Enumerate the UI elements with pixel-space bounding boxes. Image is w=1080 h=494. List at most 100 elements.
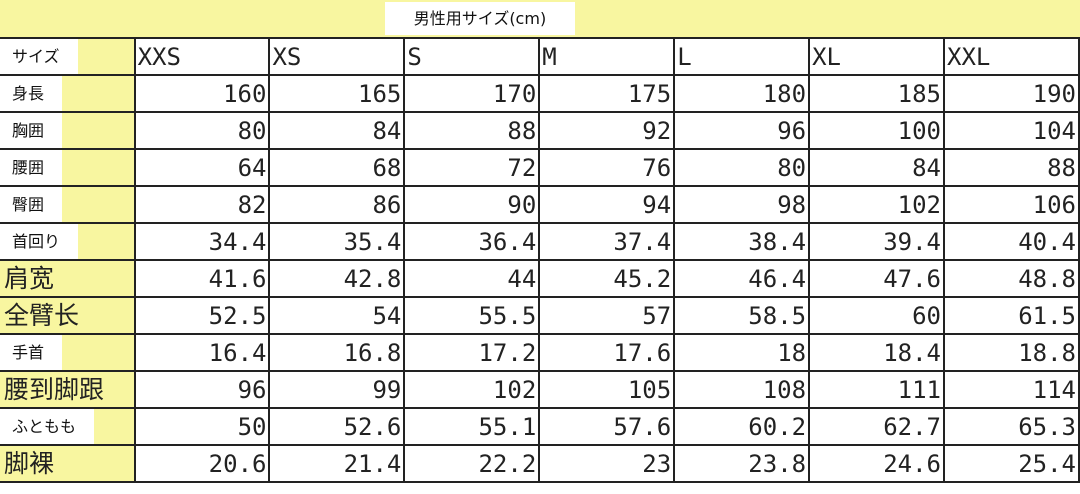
row-label: 胸囲	[0, 114, 63, 147]
value-cell: 64	[133, 148, 271, 187]
table-row: 腰到脚跟 96 99 102 105 108 111 114	[0, 370, 1080, 409]
value-cell: 104	[943, 111, 1080, 150]
row-label-cell: 腰到脚跟	[0, 370, 136, 409]
value-cell: 16.8	[268, 333, 406, 372]
value-cell: 99	[268, 370, 406, 409]
value-cell: 24.6	[808, 444, 945, 483]
table-row: 全臂长 52.5 54 55.5 57 58.5 60 61.5	[0, 296, 1080, 335]
table-row: 身長 160 165 170 175 180 185 190	[0, 74, 1080, 113]
value-cell: 90	[403, 185, 541, 224]
value-cell: 92	[538, 111, 676, 150]
row-label-cell: 身長	[0, 74, 136, 113]
value-cell: 58.5	[673, 296, 811, 335]
value-cell: 102	[403, 370, 541, 409]
row-label: 首回り	[0, 225, 79, 258]
value-cell: 88	[943, 148, 1080, 187]
value-cell: 47.6	[808, 259, 945, 298]
value-cell: 60	[808, 296, 945, 335]
table-row: 首回り 34.4 35.4 36.4 37.4 38.4 39.4 40.4	[0, 222, 1080, 261]
value-cell: 102	[808, 185, 945, 224]
size-header-xxs: XXS	[133, 37, 271, 76]
value-cell: 55.5	[403, 296, 541, 335]
row-label-cell: ふともも	[0, 407, 136, 446]
value-cell: 50	[133, 407, 271, 446]
value-cell: 165	[268, 74, 406, 113]
size-header-xl: XL	[808, 37, 945, 76]
table-row: ふともも 50 52.6 55.1 57.6 60.2 62.7 65.3	[0, 407, 1080, 446]
value-cell: 108	[673, 370, 811, 409]
table-row: 脚裸 20.6 21.4 22.2 23 23.8 24.6 25.4	[0, 444, 1080, 483]
table-row: 臀囲 82 86 90 94 98 102 106	[0, 185, 1080, 224]
size-header-m: M	[538, 37, 676, 76]
row-label: 全臂长	[4, 301, 80, 330]
value-cell: 57	[538, 296, 676, 335]
row-label-cell: 首回り	[0, 222, 136, 261]
value-cell: 41.6	[133, 259, 271, 298]
value-cell: 106	[943, 185, 1080, 224]
value-cell: 80	[673, 148, 811, 187]
value-cell: 17.6	[538, 333, 676, 372]
value-cell: 111	[808, 370, 945, 409]
value-cell: 48.8	[943, 259, 1080, 298]
value-cell: 76	[538, 148, 676, 187]
value-cell: 105	[538, 370, 676, 409]
value-cell: 82	[133, 185, 271, 224]
value-cell: 37.4	[538, 222, 676, 261]
row-label-cell: 手首	[0, 333, 136, 372]
value-cell: 170	[403, 74, 541, 113]
title-row: 男性用サイズ(cm)	[0, 0, 1080, 37]
size-header-l: L	[673, 37, 811, 76]
value-cell: 190	[943, 74, 1080, 113]
value-cell: 65.3	[943, 407, 1080, 446]
row-label: 腰囲	[0, 151, 63, 184]
value-cell: 180	[673, 74, 811, 113]
value-cell: 35.4	[268, 222, 406, 261]
row-label: 腰到脚跟	[4, 375, 105, 404]
value-cell: 72	[403, 148, 541, 187]
value-cell: 44	[403, 259, 541, 298]
value-cell: 86	[268, 185, 406, 224]
value-cell: 25.4	[943, 444, 1080, 483]
header-label-cell: サイズ	[0, 37, 136, 76]
value-cell: 45.2	[538, 259, 676, 298]
value-cell: 42.8	[268, 259, 406, 298]
header-row: サイズ XXS XS S M L XL XXL	[0, 37, 1080, 76]
value-cell: 23	[538, 444, 676, 483]
value-cell: 88	[403, 111, 541, 150]
row-label-cell: 臀囲	[0, 185, 136, 224]
value-cell: 20.6	[133, 444, 271, 483]
value-cell: 160	[133, 74, 271, 113]
value-cell: 60.2	[673, 407, 811, 446]
table-row: 手首 16.4 16.8 17.2 17.6 18 18.4 18.8	[0, 333, 1080, 372]
value-cell: 39.4	[808, 222, 945, 261]
value-cell: 34.4	[133, 222, 271, 261]
row-label: 肩宽	[4, 264, 55, 293]
table-row: 肩宽 41.6 42.8 44 45.2 46.4 47.6 48.8	[0, 259, 1080, 298]
size-header-xs: XS	[268, 37, 406, 76]
value-cell: 16.4	[133, 333, 271, 372]
row-label-cell: 全臂长	[0, 296, 136, 335]
row-label-cell: 腰囲	[0, 148, 136, 187]
value-cell: 54	[268, 296, 406, 335]
value-cell: 18.4	[808, 333, 945, 372]
size-header-s: S	[403, 37, 541, 76]
value-cell: 185	[808, 74, 945, 113]
value-cell: 18.8	[943, 333, 1080, 372]
size-header-xxl: XXL	[943, 37, 1080, 76]
value-cell: 55.1	[403, 407, 541, 446]
table-row: 胸囲 80 84 88 92 96 100 104	[0, 111, 1080, 150]
value-cell: 18	[673, 333, 811, 372]
value-cell: 17.2	[403, 333, 541, 372]
value-cell: 98	[673, 185, 811, 224]
row-label: 臀囲	[0, 188, 63, 221]
row-label: 手首	[0, 336, 63, 369]
row-label-cell: 胸囲	[0, 111, 136, 150]
row-label: 身長	[0, 77, 63, 110]
value-cell: 23.8	[673, 444, 811, 483]
value-cell: 62.7	[808, 407, 945, 446]
value-cell: 38.4	[673, 222, 811, 261]
value-cell: 46.4	[673, 259, 811, 298]
value-cell: 21.4	[268, 444, 406, 483]
value-cell: 36.4	[403, 222, 541, 261]
value-cell: 57.6	[538, 407, 676, 446]
